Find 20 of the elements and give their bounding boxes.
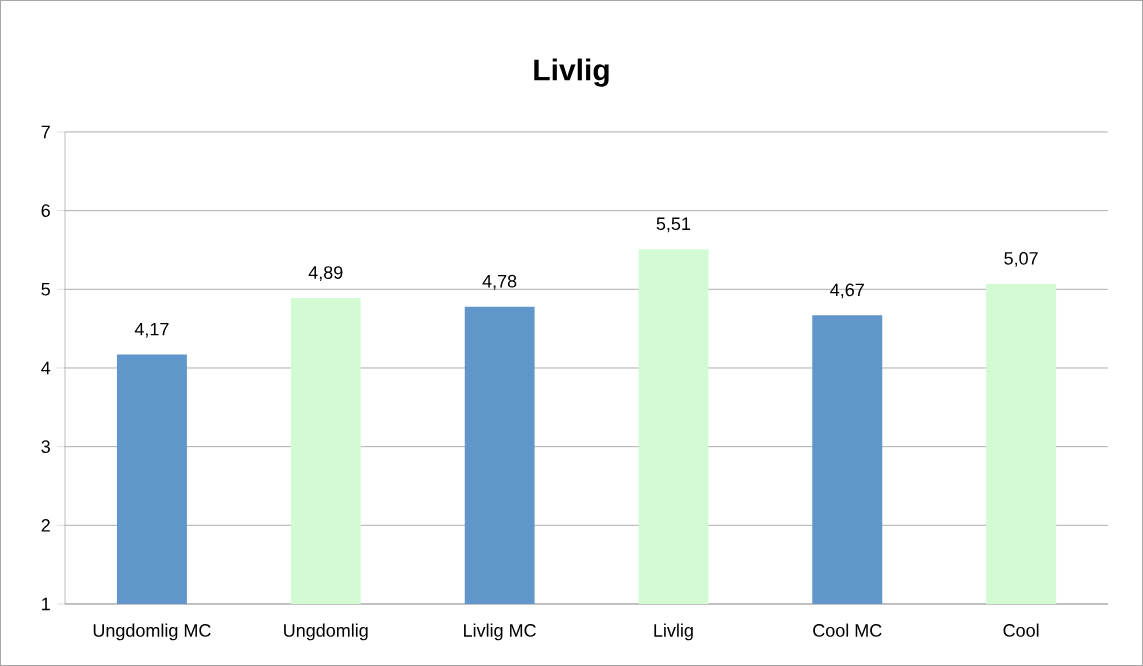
y-tick-label: 6 <box>41 204 50 218</box>
x-tick-label: Livlig <box>654 623 693 641</box>
x-tick-label: Ungdomlig MC <box>93 623 211 641</box>
y-tick-label: 7 <box>41 125 50 139</box>
y-tick-label: 5 <box>41 283 50 296</box>
data-label: 4,78 <box>482 274 517 290</box>
data-label: 4,89 <box>308 266 343 282</box>
x-tick-label: Livlig MC <box>464 623 536 641</box>
y-tick-label: 4 <box>41 361 51 375</box>
y-tick-label: 2 <box>41 519 50 532</box>
x-tick-label: Cool <box>1003 623 1039 637</box>
data-label: 4,67 <box>830 283 864 299</box>
data-label: 5,51 <box>656 217 691 233</box>
chart-title: Livlig <box>534 58 609 87</box>
y-tick-label: 3 <box>41 440 50 454</box>
x-tick-label: Ungdomlig <box>284 623 368 641</box>
x-tick-label: Cool MC <box>813 623 882 637</box>
data-label: 5,07 <box>1004 252 1038 267</box>
data-label: 4,17 <box>134 323 169 338</box>
y-tick-label: 1 <box>42 597 50 611</box>
